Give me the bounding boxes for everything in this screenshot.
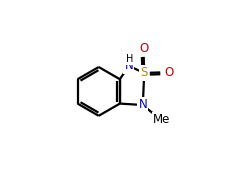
Text: N: N [139, 98, 147, 111]
Text: S: S [141, 66, 148, 79]
Text: H: H [126, 54, 133, 64]
Text: N: N [124, 60, 133, 72]
Text: O: O [165, 66, 174, 79]
Text: Me: Me [153, 113, 170, 126]
Text: O: O [139, 42, 148, 55]
